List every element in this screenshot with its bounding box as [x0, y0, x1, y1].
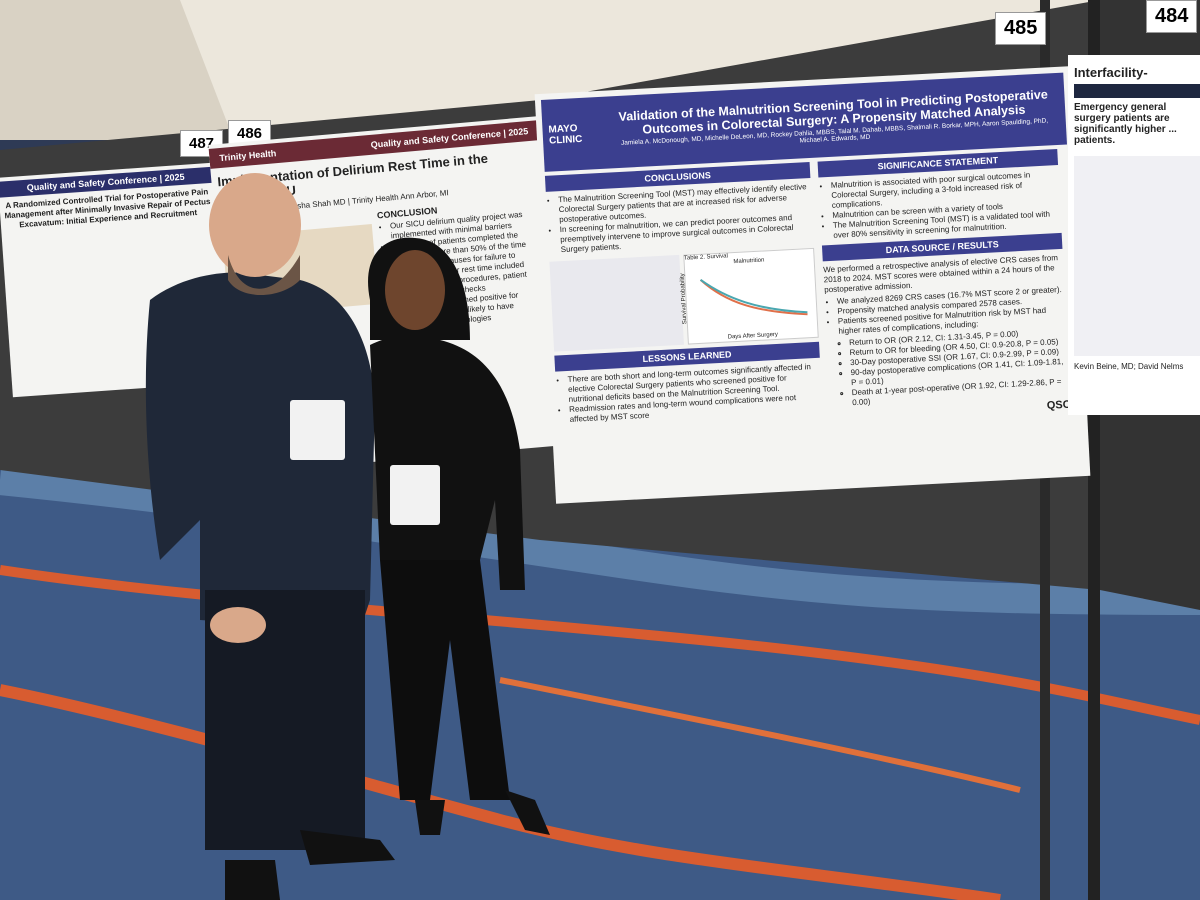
- board-number: 484: [1146, 0, 1198, 33]
- chart-curves: [699, 279, 808, 316]
- poster-title: Interfacility-: [1074, 65, 1148, 80]
- badge: [290, 400, 345, 460]
- right-poster: Interfacility- Emergency general surgery…: [1068, 55, 1200, 415]
- poster-lead: Emergency general surgery patients are s…: [1074, 102, 1177, 146]
- main-poster: MAYO CLINIC Validation of the Malnutriti…: [534, 66, 1091, 504]
- board-number: 485: [995, 12, 1047, 45]
- survival-chart: Table 2. Survival Malnutrition Days Afte…: [679, 247, 819, 345]
- poster-body: [1074, 156, 1200, 356]
- poster-authors: Kevin Beine, MD; David Nelms: [1074, 362, 1184, 371]
- badge: [390, 465, 440, 525]
